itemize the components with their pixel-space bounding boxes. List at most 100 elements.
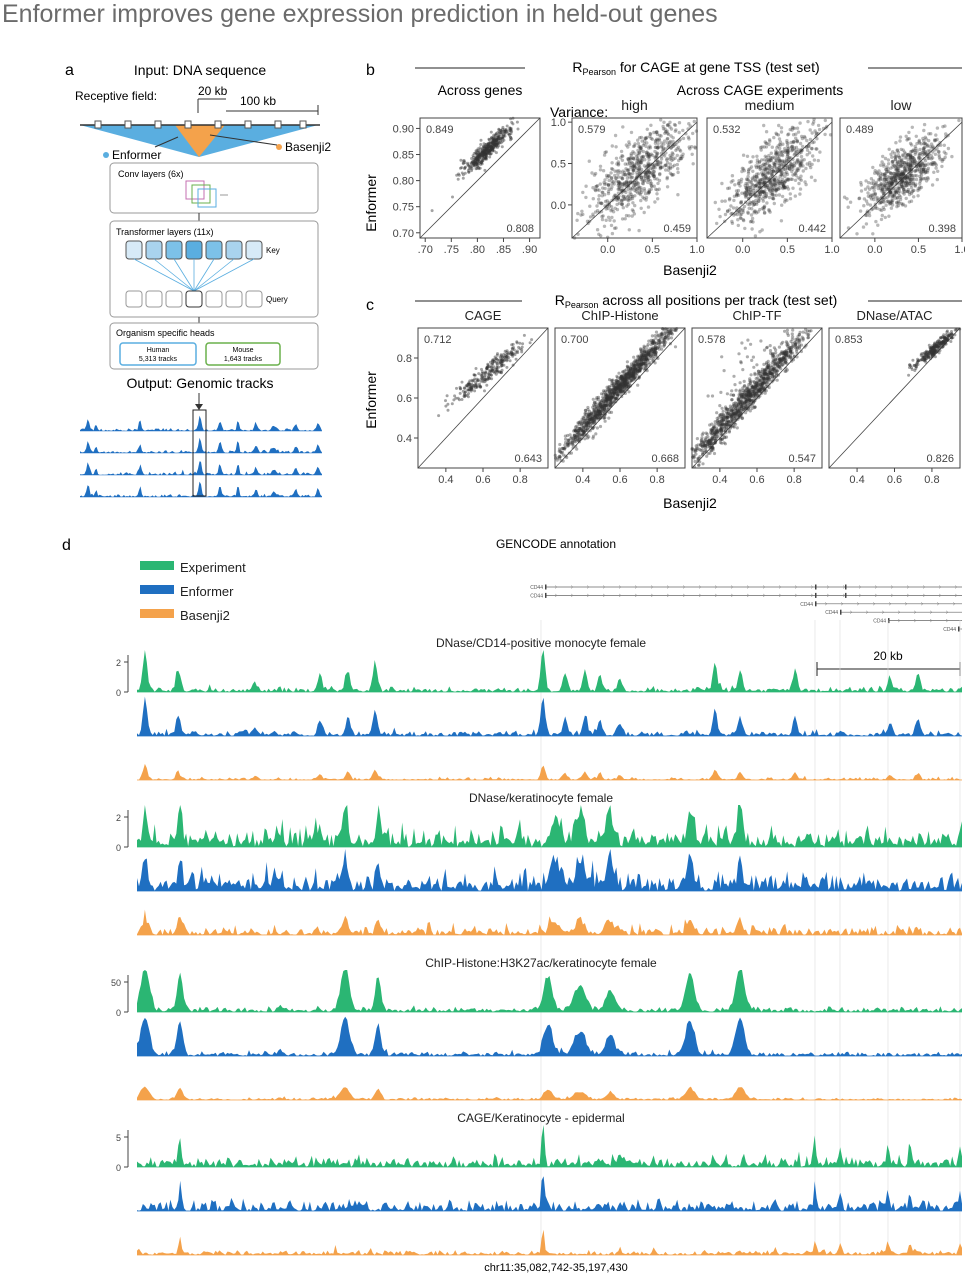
scatter-point xyxy=(594,407,599,411)
scatter-point xyxy=(797,161,801,165)
scatter-point xyxy=(722,441,726,445)
scatter-point xyxy=(800,148,804,153)
scatter-point xyxy=(754,387,758,391)
scatter-point xyxy=(925,144,930,148)
scatter-point xyxy=(665,185,670,189)
scatter-point xyxy=(883,156,888,161)
scatter-point xyxy=(782,186,786,190)
scatter-point xyxy=(807,144,811,149)
scatter-point xyxy=(485,383,489,387)
scatter-point xyxy=(771,370,775,374)
scatter-point xyxy=(646,163,651,168)
scatter-point xyxy=(633,366,637,370)
scatter-point xyxy=(665,129,669,133)
scatter-point xyxy=(788,345,792,349)
scatter-point xyxy=(622,384,626,388)
scatter-point xyxy=(597,409,601,413)
scatter-point xyxy=(730,414,734,418)
scatter-point xyxy=(475,158,479,162)
scatter-point xyxy=(522,333,526,337)
scatter-point xyxy=(764,159,769,163)
scatter-point xyxy=(489,145,493,149)
scatter-point xyxy=(627,373,631,377)
scatter-point xyxy=(798,177,802,181)
scatter-point xyxy=(724,407,728,411)
scatter-point xyxy=(568,433,572,437)
scatter-point xyxy=(793,152,797,156)
scatter-point xyxy=(626,385,631,389)
scatter-point xyxy=(649,162,653,166)
scatter-point xyxy=(917,168,922,172)
scatter-point xyxy=(721,409,725,413)
scatter-point xyxy=(760,189,764,193)
scatter-point xyxy=(492,138,496,142)
scatter-point xyxy=(612,197,616,202)
scatter-point xyxy=(791,186,795,190)
scatter-point xyxy=(900,179,904,184)
enformer-label: Enformer xyxy=(112,148,161,162)
scatter-point xyxy=(641,361,645,365)
scatter-point xyxy=(620,384,624,388)
scatter-point xyxy=(781,186,785,191)
scatter-point xyxy=(598,410,602,414)
scatter-point xyxy=(748,390,752,394)
plot-frame xyxy=(706,117,833,239)
scatter-point xyxy=(472,152,476,155)
scatter-point xyxy=(638,362,642,366)
scatter-point xyxy=(773,162,777,166)
scatter-point xyxy=(768,375,772,380)
scatter-point xyxy=(915,161,919,165)
scatter-point xyxy=(752,202,757,206)
scatter-point xyxy=(590,416,594,420)
scatter-point xyxy=(636,153,640,158)
scatter-point xyxy=(751,203,755,207)
scatter-point xyxy=(464,384,468,388)
scatter-point xyxy=(623,374,627,378)
scatter-point xyxy=(779,180,784,184)
scatter-point xyxy=(469,385,473,389)
scatter-point xyxy=(787,164,792,169)
scatter-point xyxy=(490,145,493,149)
scatter-point xyxy=(785,341,789,345)
scatter-point xyxy=(716,421,720,425)
scatter-point xyxy=(474,152,478,156)
scatter-point xyxy=(713,434,717,438)
conv-layers-box xyxy=(109,162,319,214)
scatter-point xyxy=(490,145,493,149)
scatter-point xyxy=(626,369,630,373)
scatter-point xyxy=(637,172,642,176)
panel-c-label: c xyxy=(366,297,374,314)
scatter-point xyxy=(779,367,783,371)
scatter-point xyxy=(664,163,668,167)
scatter-point xyxy=(782,162,786,166)
scatter-point xyxy=(499,131,503,135)
scatter-point xyxy=(932,139,937,143)
scatter-point xyxy=(693,145,697,149)
scatter-point xyxy=(896,170,900,174)
scatter-point xyxy=(493,142,497,146)
scatter-point xyxy=(726,411,730,415)
scatter-point xyxy=(604,392,608,396)
scatter-point xyxy=(486,372,490,376)
scatter-point xyxy=(643,158,647,162)
scatter-point xyxy=(699,443,703,447)
scatter-point xyxy=(599,404,603,408)
scatter-point xyxy=(656,138,660,142)
scatter-point xyxy=(631,377,636,381)
scatter-point xyxy=(666,123,670,127)
scatter-point xyxy=(501,136,505,140)
scatter-point xyxy=(624,373,628,377)
scatter-point xyxy=(477,159,481,163)
scatter-point xyxy=(770,372,774,376)
scatter-point xyxy=(937,153,941,157)
scatter-point xyxy=(774,170,778,175)
scatter-point xyxy=(721,423,725,427)
scatter-point xyxy=(627,375,631,379)
scatter-point xyxy=(458,387,462,391)
scatter-point xyxy=(626,183,630,188)
scatter-point xyxy=(781,358,785,362)
scatter-point xyxy=(617,382,621,387)
scatter-point xyxy=(798,160,802,164)
scatter-point xyxy=(783,185,787,190)
y-tick-label: 0.80 xyxy=(393,176,414,188)
